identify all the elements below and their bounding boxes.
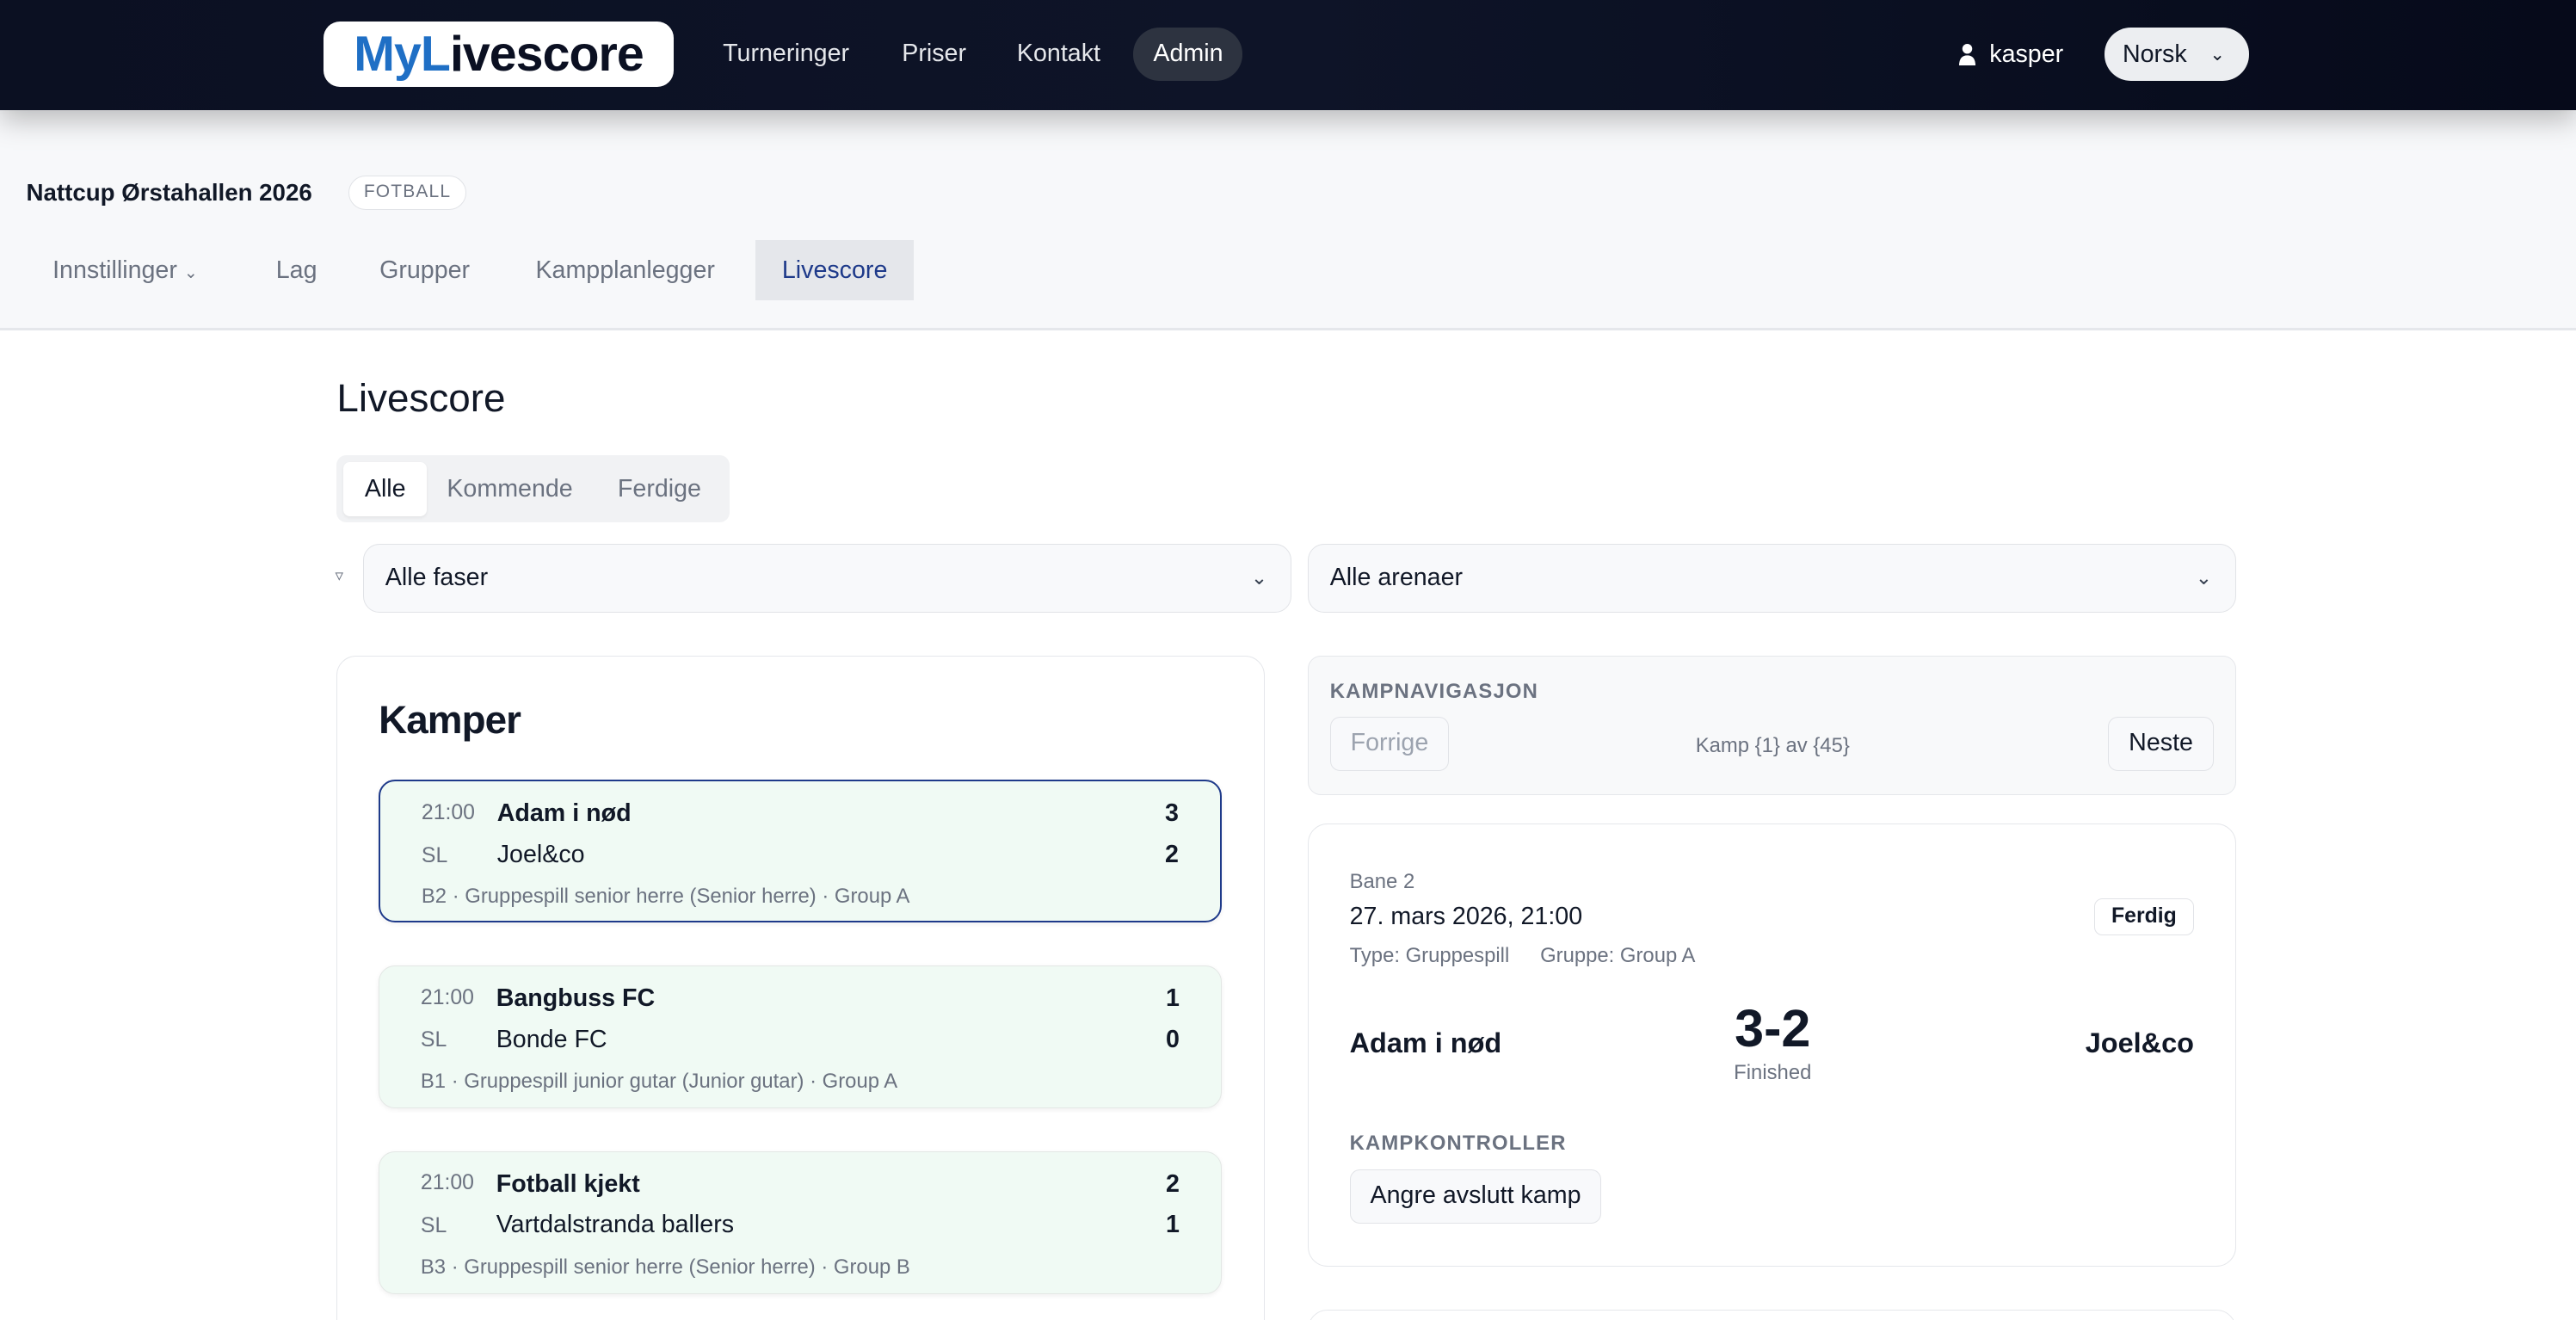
match-state: Finished bbox=[1734, 1060, 1812, 1084]
score: 3-2 bbox=[1735, 999, 1811, 1058]
segment-ferdige[interactable]: Ferdige bbox=[617, 474, 701, 503]
tab-kampplanlegger[interactable]: Kampplanlegger bbox=[535, 256, 715, 284]
tab-grupper[interactable]: Grupper bbox=[379, 256, 471, 284]
tournament-header: Nattcup Ørstahallen 2026 FOTBALL Innstil… bbox=[0, 109, 2576, 330]
nav-priser[interactable]: Priser bbox=[902, 40, 966, 68]
username: kasper bbox=[1989, 40, 2064, 68]
chevron-down-icon: ⌄ bbox=[1250, 566, 1268, 589]
next-button[interactable]: Neste bbox=[2108, 717, 2214, 772]
chevron-down-icon: ⌄ bbox=[2209, 44, 2226, 65]
next-card bbox=[1307, 1309, 2236, 1320]
match-navigation: KAMPNAVIGASJON Forrige Kamp {1} av {45} … bbox=[1307, 655, 2236, 796]
language-select[interactable]: Norsk ⌄ bbox=[2104, 28, 2249, 81]
status-filter-segmented: Alle Kommende Ferdige bbox=[336, 454, 730, 523]
page-title: Livescore bbox=[336, 376, 506, 421]
tab-lag[interactable]: Lag bbox=[275, 256, 317, 284]
nav-turneringer[interactable]: Turneringer bbox=[723, 40, 850, 68]
match-datetime: 27. mars 2026, 21:00 bbox=[1349, 903, 1583, 931]
match-type: Type: Gruppespill bbox=[1349, 943, 1510, 967]
match-group: Gruppe: Group A bbox=[1540, 943, 1696, 967]
match-item[interactable]: 21:00 Bangbuss FC 1 SL Bonde FC 0 B1 · G… bbox=[379, 965, 1222, 1108]
chevron-down-icon: ⌄ bbox=[183, 263, 198, 282]
match-item[interactable]: 21:00 Fotball kjekt 2 SL Vartdalstranda … bbox=[379, 1150, 1222, 1294]
match-item[interactable]: 21:00 Adam i nød 3 SL Joel&co 2 B2 · Gru… bbox=[379, 780, 1222, 923]
nav-admin[interactable]: Admin bbox=[1133, 28, 1243, 81]
status-badge: Ferdig bbox=[2093, 897, 2194, 936]
tab-livescore[interactable]: Livescore bbox=[755, 239, 914, 301]
user-menu[interactable]: kasper bbox=[1958, 28, 2063, 80]
sport-badge: FOTBALL bbox=[348, 176, 467, 211]
matches-title: Kamper bbox=[379, 697, 521, 742]
venue: Bane 2 bbox=[1349, 870, 1415, 894]
segment-kommende[interactable]: Kommende bbox=[447, 474, 573, 503]
segment-alle[interactable]: Alle bbox=[343, 461, 428, 516]
chevron-down-icon: ⌄ bbox=[2195, 566, 2212, 589]
matches-card: Kamper 21:00 Adam i nød 3 SL Joel&co 2 B… bbox=[336, 655, 1266, 1320]
match-counter: Kamp {1} av {45} bbox=[1695, 733, 1850, 757]
undo-finish-button[interactable]: Angre avslutt kamp bbox=[1349, 1169, 1602, 1224]
tournament-title: Nattcup Ørstahallen 2026 bbox=[26, 179, 312, 207]
nav-kontakt[interactable]: Kontakt bbox=[1016, 40, 1100, 68]
previous-button[interactable]: Forrige bbox=[1329, 717, 1450, 772]
filter-icon: ▿ bbox=[335, 566, 344, 585]
user-icon bbox=[1958, 43, 1976, 66]
phase-select[interactable]: Alle faser ⌄ bbox=[362, 544, 1291, 614]
away-team: Joel&co bbox=[2085, 1027, 2194, 1059]
home-team: Adam i nød bbox=[1349, 1027, 1502, 1059]
tab-innstillinger[interactable]: Innstillinger ⌄ bbox=[52, 256, 198, 284]
arena-select[interactable]: Alle arenaer ⌄ bbox=[1307, 544, 2236, 614]
match-detail-card: Bane 2 27. mars 2026, 21:00 Ferdig Type:… bbox=[1307, 823, 2236, 1268]
